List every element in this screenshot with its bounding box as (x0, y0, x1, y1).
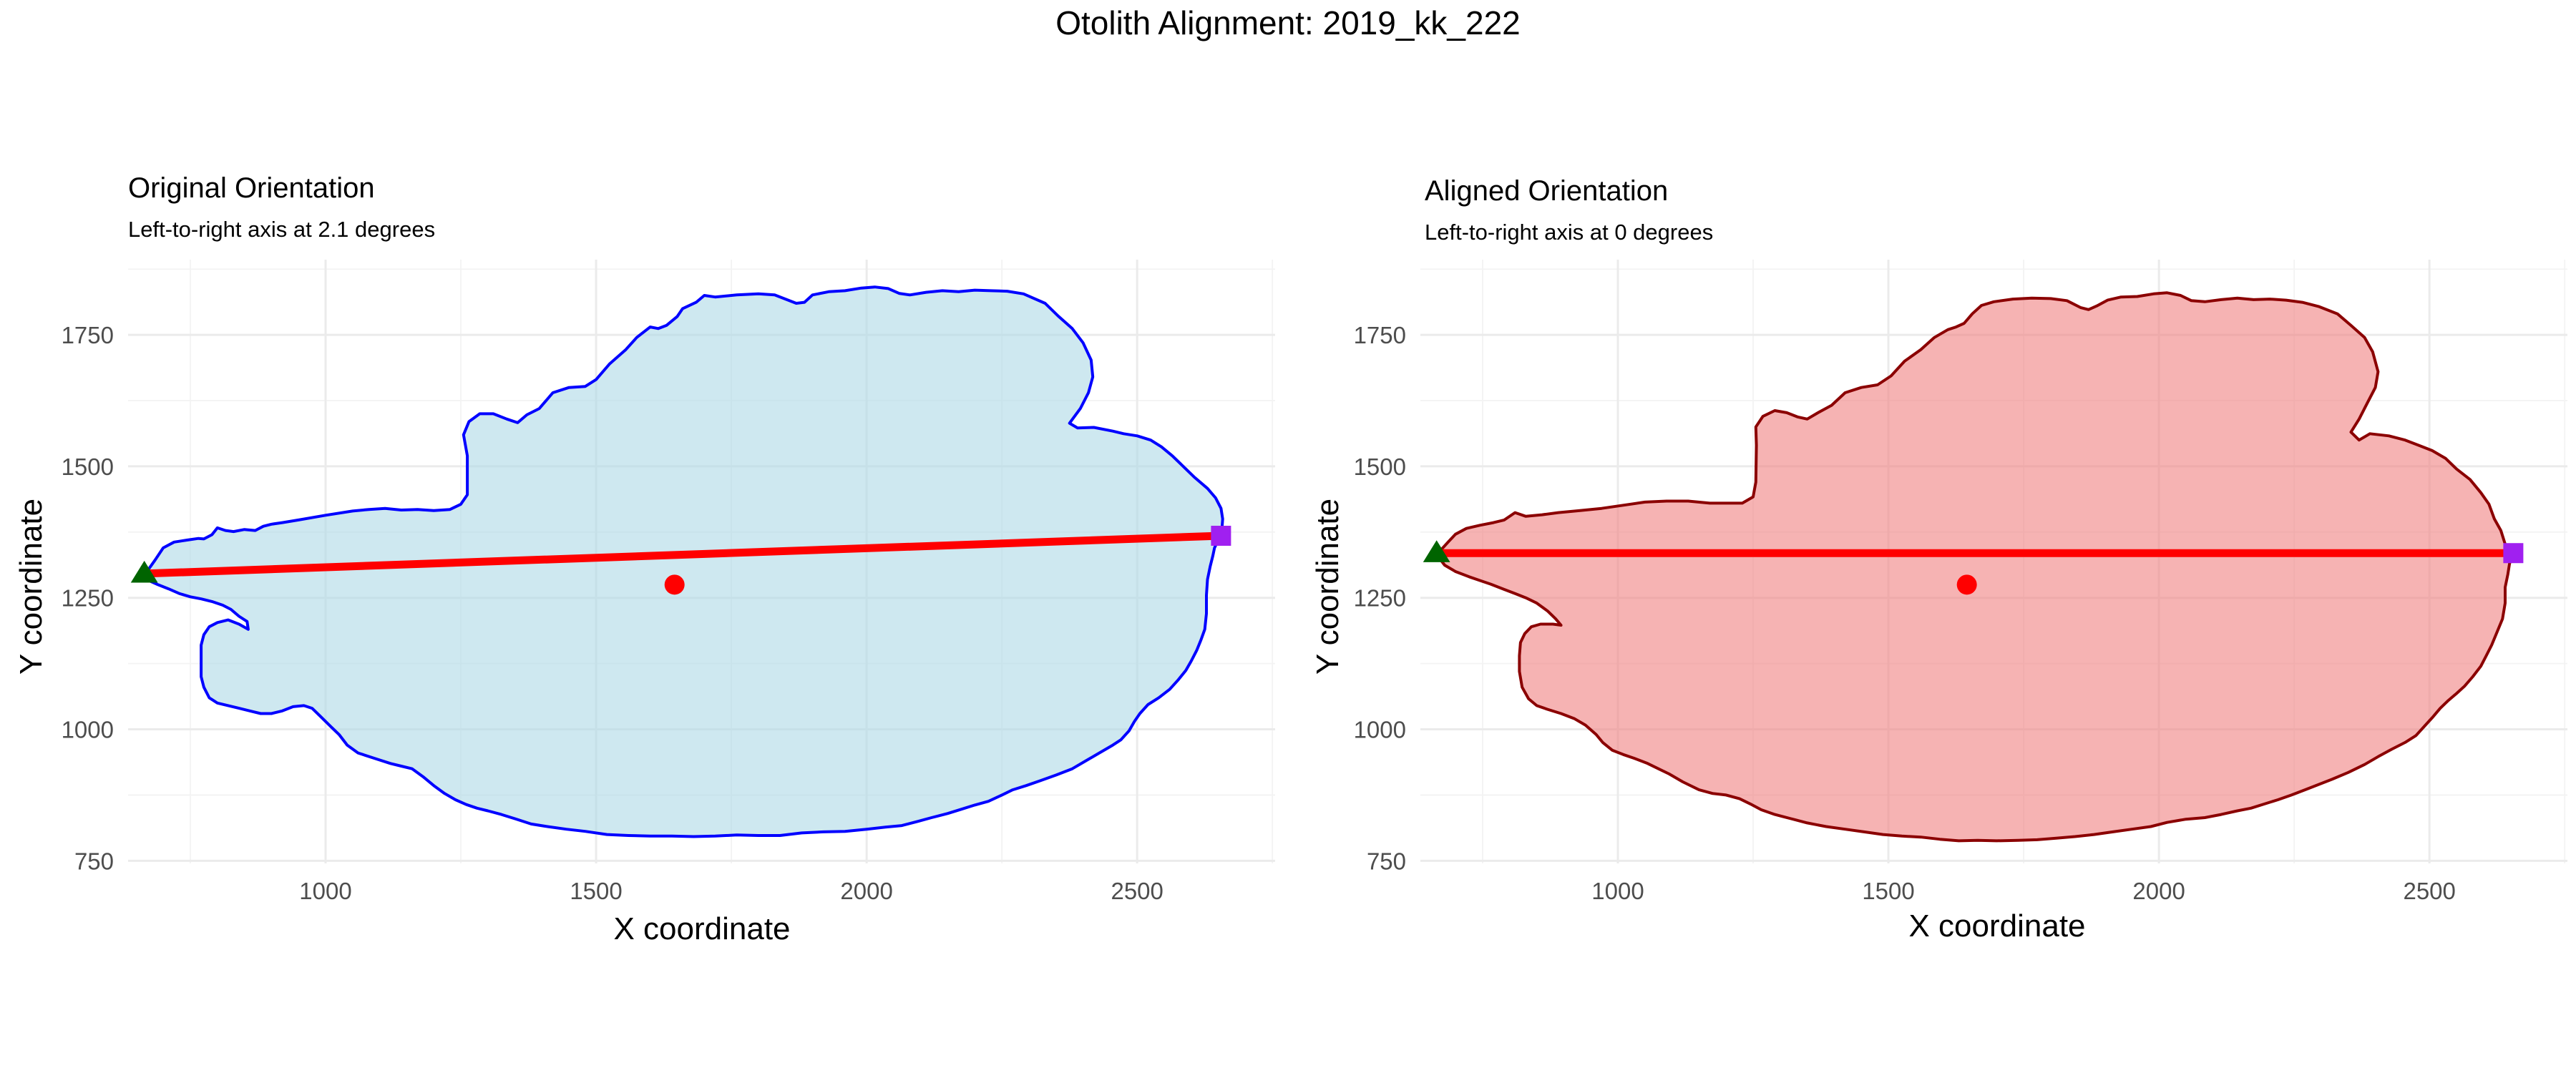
tick-labels: 1000 1500 2000 2500 750 1000 1250 1500 1750 (1354, 322, 2456, 904)
y-tick-label: 1750 (62, 322, 114, 348)
y-tick-label: 1250 (1354, 585, 1406, 612)
y-tick-label: 1500 (62, 454, 114, 480)
y-tick-label: 750 (74, 848, 114, 874)
x-axis-label: X coordinate (1908, 908, 2085, 944)
otolith-outline (1435, 291, 2515, 843)
x-tick-label: 1500 (570, 878, 622, 904)
panel-title: Aligned Orientation (1425, 175, 1668, 207)
x-tick-label: 1000 (299, 878, 351, 904)
x-tick-label: 1000 (1591, 878, 1644, 904)
x-tick-label: 2000 (840, 878, 892, 904)
panel-subtitle: Left-to-right axis at 0 degrees (1425, 220, 1713, 245)
y-axis-label: Y coordinate (14, 499, 49, 675)
left-right-axis-line (144, 531, 1221, 578)
panel-original: Original Orientation Left-to-right axis … (14, 172, 1275, 946)
tick-labels: 1000 1500 2000 2500 750 1000 1250 1500 1750 (62, 322, 1163, 904)
start-marker-triangle (130, 560, 158, 583)
otolith-outline (142, 285, 1226, 838)
figure-title: Otolith Alignment: 2019_kk_222 (1055, 4, 1521, 41)
start-marker-triangle (1423, 540, 1450, 562)
panel-aligned: Aligned Orientation Left-to-right axis a… (1310, 175, 2567, 944)
centroid-point (1956, 574, 1977, 595)
x-tick-label: 2500 (2403, 878, 2455, 904)
y-tick-label: 1500 (1354, 454, 1406, 480)
centroid-point (664, 574, 685, 595)
x-tick-label: 2500 (1111, 878, 1163, 904)
end-marker-square (2503, 543, 2524, 564)
y-tick-label: 1250 (62, 585, 114, 612)
x-axis-label: X coordinate (613, 911, 790, 946)
panel-title: Original Orientation (128, 172, 375, 204)
x-tick-label: 2000 (2132, 878, 2185, 904)
end-marker-square (1211, 525, 1231, 546)
y-tick-label: 1000 (1354, 717, 1406, 743)
y-tick-label: 1000 (62, 717, 114, 743)
panel-subtitle: Left-to-right axis at 2.1 degrees (128, 217, 435, 242)
y-tick-label: 1750 (1354, 322, 1406, 348)
x-tick-label: 1500 (1862, 878, 1914, 904)
y-axis-label: Y coordinate (1310, 499, 1345, 675)
y-tick-label: 750 (1367, 848, 1406, 874)
